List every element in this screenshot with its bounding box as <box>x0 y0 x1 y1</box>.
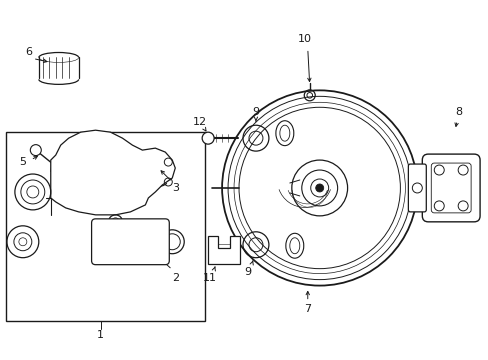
Text: 4: 4 <box>119 249 126 259</box>
Text: 11: 11 <box>203 273 217 283</box>
Text: 9: 9 <box>244 267 251 276</box>
Text: 5: 5 <box>20 157 26 167</box>
Circle shape <box>30 145 41 156</box>
Text: 7: 7 <box>304 305 311 315</box>
FancyBboxPatch shape <box>407 164 426 212</box>
Text: 3: 3 <box>171 183 179 193</box>
Text: 6: 6 <box>25 48 32 58</box>
Polygon shape <box>51 130 175 215</box>
Circle shape <box>315 184 323 192</box>
Text: 1: 1 <box>97 330 104 341</box>
Text: 2: 2 <box>171 273 179 283</box>
Text: 12: 12 <box>193 117 207 127</box>
Bar <box>6 132 205 321</box>
Polygon shape <box>208 236 240 264</box>
FancyBboxPatch shape <box>422 154 479 222</box>
Circle shape <box>202 132 214 144</box>
Text: 8: 8 <box>455 107 462 117</box>
Text: 9: 9 <box>252 107 259 117</box>
FancyBboxPatch shape <box>91 219 169 265</box>
Text: 10: 10 <box>297 33 311 44</box>
FancyBboxPatch shape <box>430 163 470 213</box>
